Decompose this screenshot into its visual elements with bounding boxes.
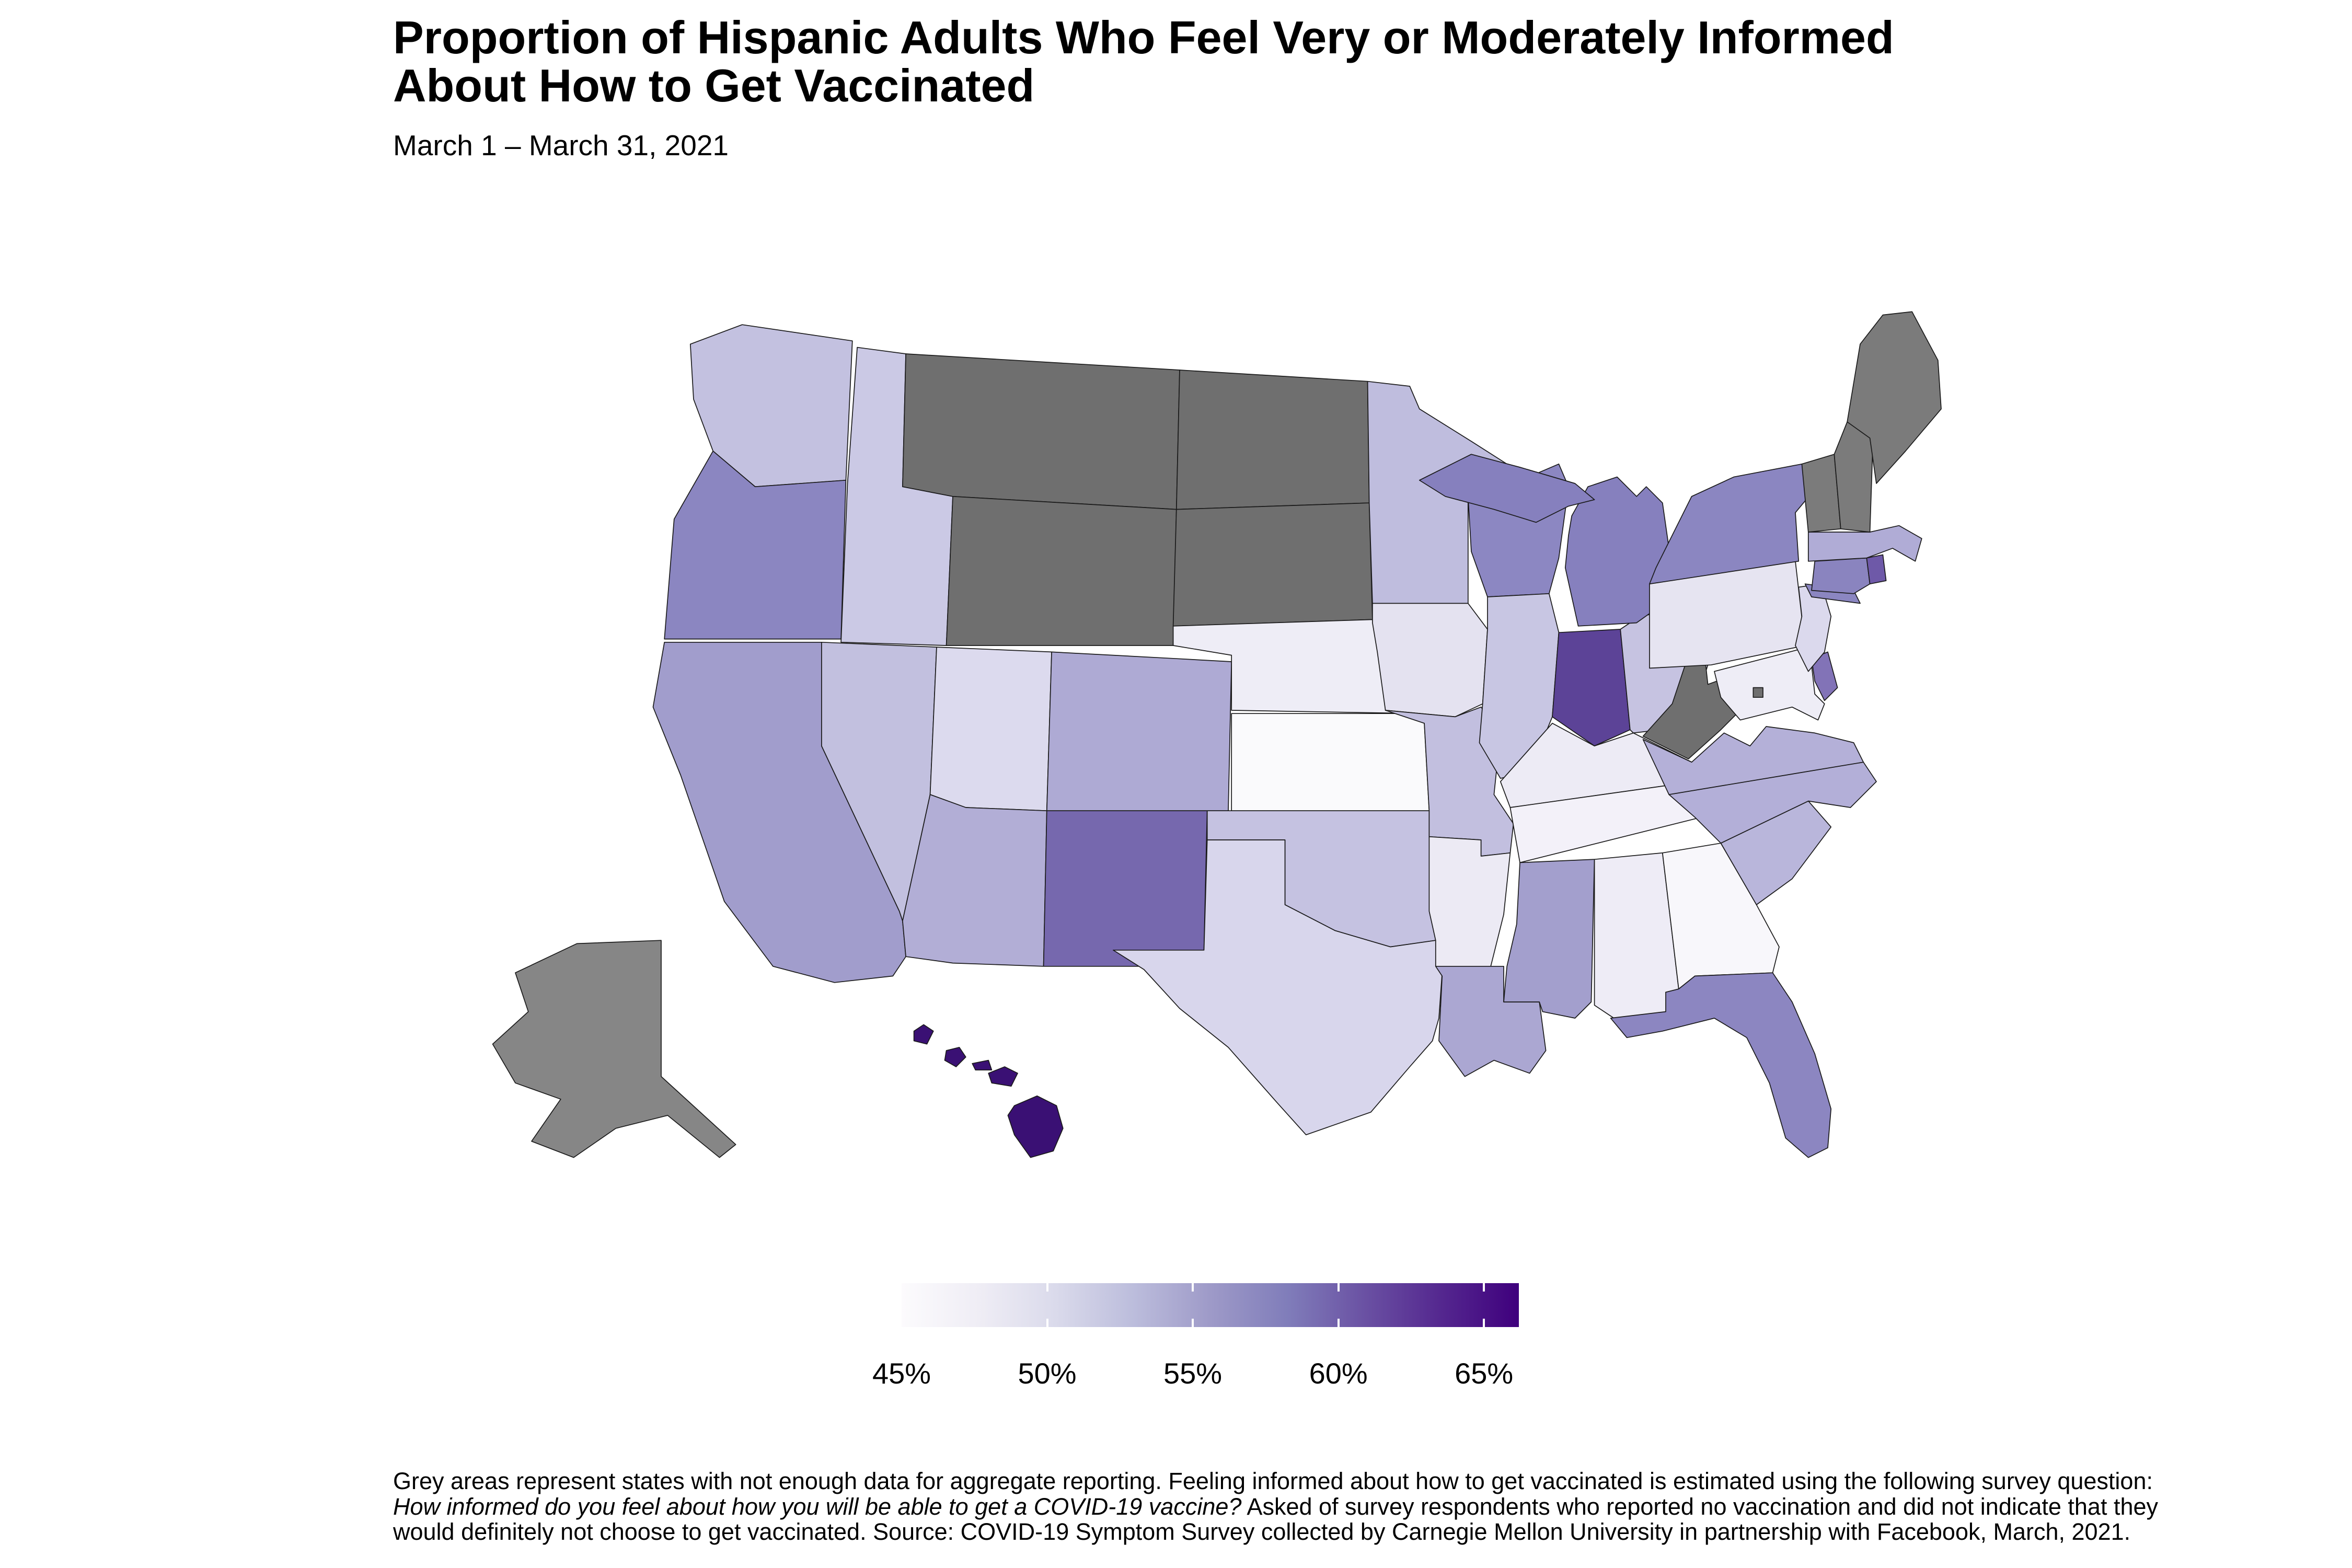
legend-tick-55 [1192, 1319, 1194, 1327]
legend-tick-65 [1483, 1283, 1485, 1292]
state-ms [1503, 859, 1595, 1019]
us-choropleth-map [418, 240, 2038, 1213]
legend-label-65: 65% [1455, 1357, 1514, 1390]
state-va [1642, 726, 1864, 795]
legend-tick-60 [1337, 1283, 1340, 1292]
legend-gradient-bar [902, 1283, 1519, 1327]
chart-title: Proportion of Hispanic Adults Who Feel V… [393, 11, 1894, 112]
state-dc [1753, 687, 1763, 698]
footnote: Grey areas represent states with not eno… [393, 1468, 2201, 1546]
chart-title-line2: About How to Get Vaccinated [393, 60, 1035, 112]
state-ut [929, 647, 1052, 812]
legend-tick-60 [1337, 1319, 1340, 1327]
chart-title-line1: Proportion of Hispanic Adults Who Feel V… [393, 11, 1894, 63]
state-mt [902, 353, 1180, 510]
state-ma [1807, 525, 1922, 562]
state-de [1811, 651, 1838, 701]
color-scale-legend: 45% 50% 55% 60% 65% [872, 1283, 1519, 1390]
state-nc [1668, 762, 1877, 844]
state-tx [1113, 839, 1443, 1136]
legend-tick-50 [1046, 1283, 1048, 1292]
legend-tick-50 [1046, 1319, 1048, 1327]
state-nh [1834, 421, 1874, 533]
state-nd [1175, 370, 1370, 510]
legend-label-50: 50% [1018, 1357, 1077, 1390]
state-fl [1610, 972, 1832, 1158]
state-hi [972, 1059, 993, 1071]
state-co [1046, 651, 1232, 812]
legend-tick-65 [1483, 1319, 1485, 1327]
state-in [1552, 629, 1631, 747]
state-ks [1231, 713, 1430, 812]
chart-subtitle: March 1 – March 31, 2021 [393, 129, 729, 162]
legend-label-55: 55% [1163, 1357, 1223, 1390]
legend-tick-55 [1192, 1283, 1194, 1292]
footnote-survey-question: How informed do you feel about how you w… [393, 1493, 1242, 1520]
footnote-text-2: Asked of survey respondents who reported… [393, 1493, 2159, 1546]
state-hi [944, 1046, 966, 1067]
state-me [1847, 311, 1942, 484]
state-nm [1043, 810, 1208, 967]
legend-label-60: 60% [1309, 1357, 1368, 1390]
state-la [1435, 965, 1547, 1077]
state-ri [1866, 554, 1887, 585]
state-ak [492, 940, 736, 1158]
state-wy [946, 495, 1177, 646]
state-mi [1419, 454, 1595, 523]
state-az [902, 794, 1047, 967]
state-hi [1007, 1095, 1064, 1158]
state-hi [988, 1066, 1018, 1087]
state-hi [913, 1024, 934, 1045]
legend-label-45: 45% [872, 1357, 931, 1390]
state-sd [1172, 502, 1373, 627]
state-ia [1372, 603, 1488, 718]
state-ct [1811, 557, 1871, 594]
state-ar [1428, 836, 1511, 967]
footnote-text-1: Grey areas represent states with not eno… [393, 1468, 2153, 1494]
